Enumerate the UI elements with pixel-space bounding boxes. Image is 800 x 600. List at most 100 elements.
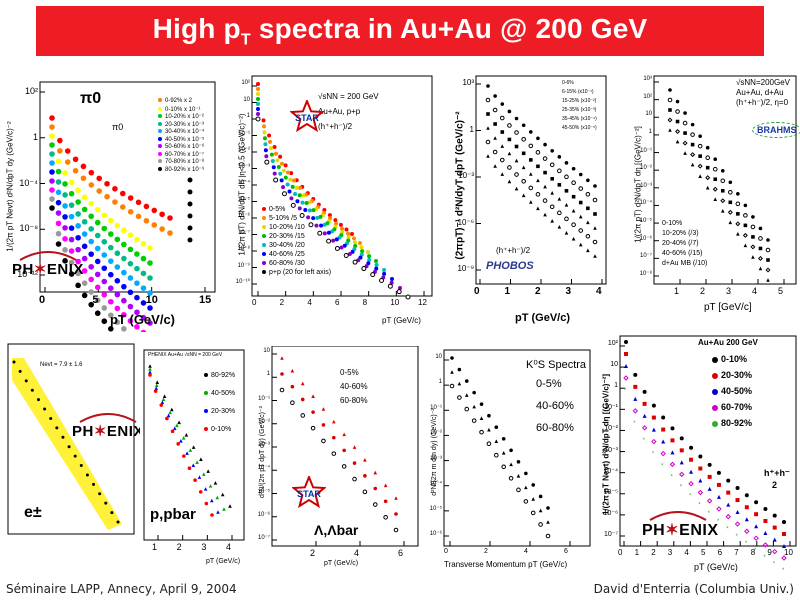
data-point	[720, 178, 726, 184]
data-point	[182, 454, 186, 458]
data-point	[101, 212, 108, 219]
data-point	[514, 172, 519, 177]
data-point	[36, 398, 40, 402]
data-point	[268, 139, 272, 144]
data-point	[92, 482, 96, 486]
data-point	[398, 286, 402, 290]
data-point	[94, 258, 101, 265]
y-tick-label: 10⁻¹	[430, 405, 442, 412]
data-point	[564, 189, 569, 193]
data-point	[75, 199, 81, 205]
data-point	[712, 166, 718, 172]
particle-label: p,pbar	[150, 506, 196, 523]
data-point	[493, 136, 497, 140]
data-point	[121, 255, 127, 262]
data-point	[742, 232, 748, 238]
data-point	[500, 144, 505, 148]
data-point	[134, 265, 140, 272]
data-point	[289, 196, 294, 201]
data-point	[457, 367, 462, 372]
data-point	[782, 520, 786, 524]
data-point	[57, 137, 63, 144]
data-point	[279, 178, 284, 183]
data-point	[308, 222, 314, 228]
data-point	[134, 323, 140, 330]
legend-swatch	[262, 216, 266, 221]
data-point	[49, 133, 55, 139]
data-point	[531, 483, 536, 487]
panel-phenix-electrons: Nevt = 7.9 ± 1.6 e± PH✶ENIX	[0, 340, 143, 576]
data-point	[366, 250, 370, 254]
legend-swatch	[204, 409, 208, 414]
data-point	[762, 542, 769, 548]
data-point	[166, 413, 171, 418]
data-point	[210, 498, 214, 503]
legend-swatch	[712, 420, 718, 427]
data-point	[727, 209, 733, 215]
data-point	[758, 266, 763, 271]
data-point	[88, 182, 95, 188]
data-point	[344, 227, 349, 232]
data-point	[346, 231, 350, 236]
data-point	[88, 200, 94, 207]
data-point	[367, 257, 372, 262]
data-point	[578, 242, 583, 247]
legend-swatch	[262, 234, 266, 239]
data-point	[592, 239, 598, 245]
data-point	[159, 403, 164, 407]
data-point	[120, 190, 126, 197]
data-point	[301, 193, 306, 198]
y-tick-label: 10²	[607, 340, 618, 347]
legend-entry: 20-30%	[204, 408, 235, 415]
data-point	[521, 123, 526, 128]
data-point	[177, 420, 181, 425]
y-tick-label: 1	[438, 379, 442, 386]
data-point	[62, 225, 68, 231]
data-point	[134, 236, 140, 243]
data-point	[269, 152, 274, 157]
data-point	[449, 383, 455, 389]
data-point	[586, 248, 590, 253]
data-point	[683, 151, 687, 155]
data-point	[210, 513, 214, 517]
data-point	[529, 158, 533, 162]
data-point	[367, 254, 372, 259]
annotation: √sNN = 200 GeV	[318, 92, 379, 101]
data-point	[728, 190, 733, 195]
x-tick-label: 4	[752, 286, 758, 296]
legend-swatch	[712, 404, 718, 411]
data-point	[108, 217, 114, 224]
data-point	[735, 498, 740, 503]
legend-entry: 0-10%	[712, 354, 747, 364]
data-point	[362, 489, 368, 495]
data-point	[134, 294, 140, 301]
data-point	[557, 168, 562, 174]
data-point	[263, 142, 268, 147]
data-point	[486, 441, 492, 446]
data-point	[187, 201, 193, 207]
data-point	[516, 460, 521, 464]
data-point	[127, 303, 134, 310]
y-tick-label: 10⁻³	[640, 182, 652, 189]
data-point	[268, 146, 273, 151]
data-point	[12, 360, 16, 364]
data-point	[263, 148, 268, 153]
y-tick-label: 10⁻⁵	[257, 488, 270, 495]
data-point	[121, 297, 127, 304]
data-point	[578, 172, 583, 177]
y-tick-label: 10⁻⁶	[603, 509, 618, 517]
y-tick-label: 10⁻¹⁰	[235, 279, 250, 285]
data-point	[191, 463, 196, 468]
legend-entry: 35-45% (x10⁻⁴)	[562, 116, 597, 122]
data-point	[550, 148, 554, 153]
data-point	[147, 260, 153, 266]
plot-frame	[443, 349, 591, 547]
data-point	[546, 520, 550, 524]
data-point	[61, 435, 65, 439]
data-point	[343, 253, 349, 259]
data-point	[62, 181, 68, 187]
data-point	[300, 397, 305, 402]
data-point	[134, 309, 140, 316]
data-point	[736, 212, 740, 216]
data-point	[307, 208, 312, 213]
